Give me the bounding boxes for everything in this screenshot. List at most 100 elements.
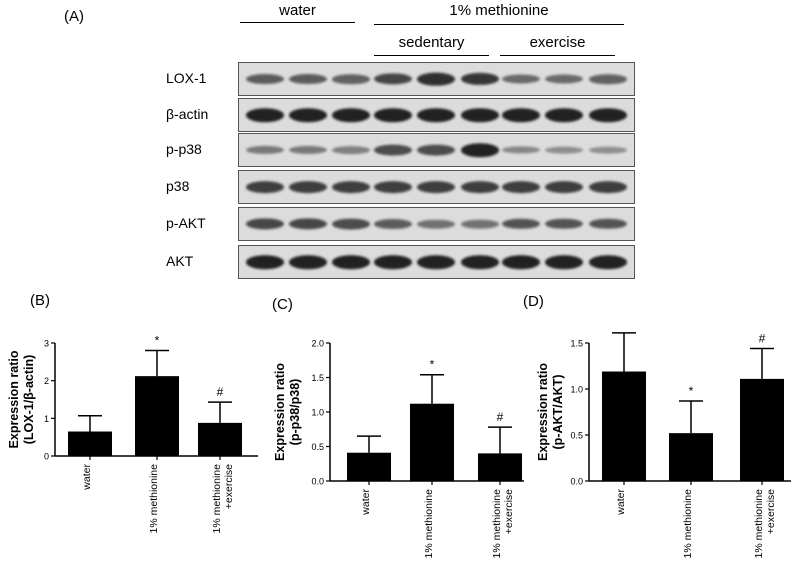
- y-axis-label: Expression ratio: [536, 363, 550, 461]
- significance-marker: *: [430, 358, 435, 372]
- x-tick-label: 1% methionine: [491, 489, 503, 559]
- blot-band: [545, 218, 583, 230]
- blot-band: [417, 72, 455, 86]
- blot-band: [461, 255, 499, 269]
- blot-band: [246, 145, 284, 155]
- x-tick-label: 1% methionine: [682, 489, 694, 559]
- blot-band: [589, 108, 627, 122]
- blot-band: [332, 74, 370, 84]
- blot-band: [246, 108, 284, 122]
- y-tick-label: 3: [44, 339, 49, 349]
- blot-band: [332, 218, 370, 230]
- blot-band: [461, 143, 499, 157]
- x-tick-label: 1% methionine: [211, 464, 223, 534]
- x-tick-label: water: [615, 489, 627, 516]
- blot-band: [374, 73, 412, 85]
- blot-band: [589, 74, 627, 84]
- blot-band: [589, 181, 627, 193]
- blot-band: [545, 74, 583, 84]
- bar: [410, 403, 454, 481]
- y-tick-label: 0: [44, 452, 49, 462]
- methionine-bracket: [374, 24, 624, 25]
- y-tick-label: 2: [44, 376, 49, 386]
- bar-chart-lox1: 0 1 2 3 Expression ratio (LOX-1/β-actin) water…: [7, 334, 258, 534]
- blot-band: [289, 145, 327, 155]
- blot-band: [461, 181, 499, 193]
- blot-band: [417, 108, 455, 122]
- blot-band: [332, 255, 370, 269]
- blot-row-label: β-actin: [166, 106, 209, 122]
- y-tick-label: 1.0: [311, 408, 324, 418]
- blot-band: [461, 219, 499, 229]
- panel-a-letter: (A): [64, 8, 84, 25]
- blot-band: [589, 255, 627, 269]
- exercise-bracket: [500, 55, 615, 56]
- blot-band: [374, 144, 412, 156]
- y-tick-label: 0.5: [570, 431, 583, 441]
- blot-band: [246, 255, 284, 269]
- y-tick-label: 2.0: [311, 339, 324, 349]
- x-tick-label: 1% methionine: [423, 489, 435, 559]
- blot-band: [332, 108, 370, 122]
- blot-band: [461, 108, 499, 122]
- blot-band: [289, 74, 327, 84]
- y-tick-label: 1.0: [570, 385, 583, 395]
- group-label-exercise: exercise: [529, 34, 586, 51]
- blot-row-label: AKT: [166, 253, 194, 269]
- blot-band: [461, 72, 499, 86]
- blot-band: [246, 218, 284, 230]
- blot-row: [238, 98, 635, 132]
- blot-row: [238, 245, 635, 279]
- group-label-sedentary: sedentary: [398, 34, 465, 51]
- blot-row-label: p38: [166, 178, 190, 194]
- blot-band: [502, 255, 540, 269]
- y-tick-label: 1.5: [311, 373, 324, 383]
- bar: [478, 453, 522, 481]
- significance-marker: #: [217, 385, 224, 399]
- panel-b-letter: (B): [30, 292, 50, 309]
- x-tick-label: +exercise: [765, 489, 777, 534]
- blot-row-label: p-p38: [166, 141, 202, 157]
- bar-chart-akt: 0.0 0.5 1.0 1.5 Expression ratio (p-AKT/AKT) w…: [536, 332, 791, 559]
- significance-marker: #: [497, 410, 504, 424]
- y-axis-label: Expression ratio: [273, 363, 287, 461]
- blot-band: [545, 146, 583, 154]
- blot-band: [289, 108, 327, 122]
- blot-band: [289, 255, 327, 269]
- bar-chart-p38: 0.0 0.5 1.0 1.5 2.0 Expression ratio (p-p38/p3…: [273, 339, 524, 559]
- blot-band: [502, 181, 540, 193]
- blot-row: [238, 170, 635, 204]
- y-axis-label: (LOX-1/β-actin): [22, 355, 36, 445]
- x-tick-label: +exercise: [223, 464, 235, 509]
- x-tick-label: +exercise: [503, 489, 515, 534]
- blot-band: [502, 74, 540, 84]
- blot-band: [417, 255, 455, 269]
- blot-band: [502, 218, 540, 230]
- y-axis-label: Expression ratio: [7, 350, 21, 448]
- blot-band: [417, 144, 455, 156]
- y-axis-label: (p-p38/p38): [288, 379, 302, 446]
- y-tick-label: 0.5: [311, 442, 324, 452]
- y-tick-label: 0.0: [570, 477, 583, 487]
- blot-band: [545, 255, 583, 269]
- blot-band: [289, 218, 327, 230]
- blot-row: [238, 207, 635, 241]
- y-axis-label: (p-AKT/AKT): [551, 375, 565, 450]
- y-tick-label: 1.5: [570, 339, 583, 349]
- x-tick-label: water: [81, 464, 93, 491]
- panel-c-letter: (C): [272, 296, 293, 313]
- significance-marker: #: [759, 332, 766, 346]
- blot-band: [545, 108, 583, 122]
- x-tick-label: 1% methionine: [148, 464, 160, 534]
- group-label-water: water: [279, 2, 316, 19]
- blot-band: [502, 146, 540, 154]
- significance-marker: *: [155, 334, 160, 348]
- blot-band: [246, 74, 284, 84]
- bar: [740, 378, 784, 481]
- bar: [669, 433, 713, 481]
- y-tick-label: 0.0: [311, 477, 324, 487]
- blot-band: [589, 146, 627, 154]
- x-tick-label: water: [360, 489, 372, 516]
- bar: [347, 452, 391, 481]
- group-label-methionine: 1% methionine: [449, 2, 549, 19]
